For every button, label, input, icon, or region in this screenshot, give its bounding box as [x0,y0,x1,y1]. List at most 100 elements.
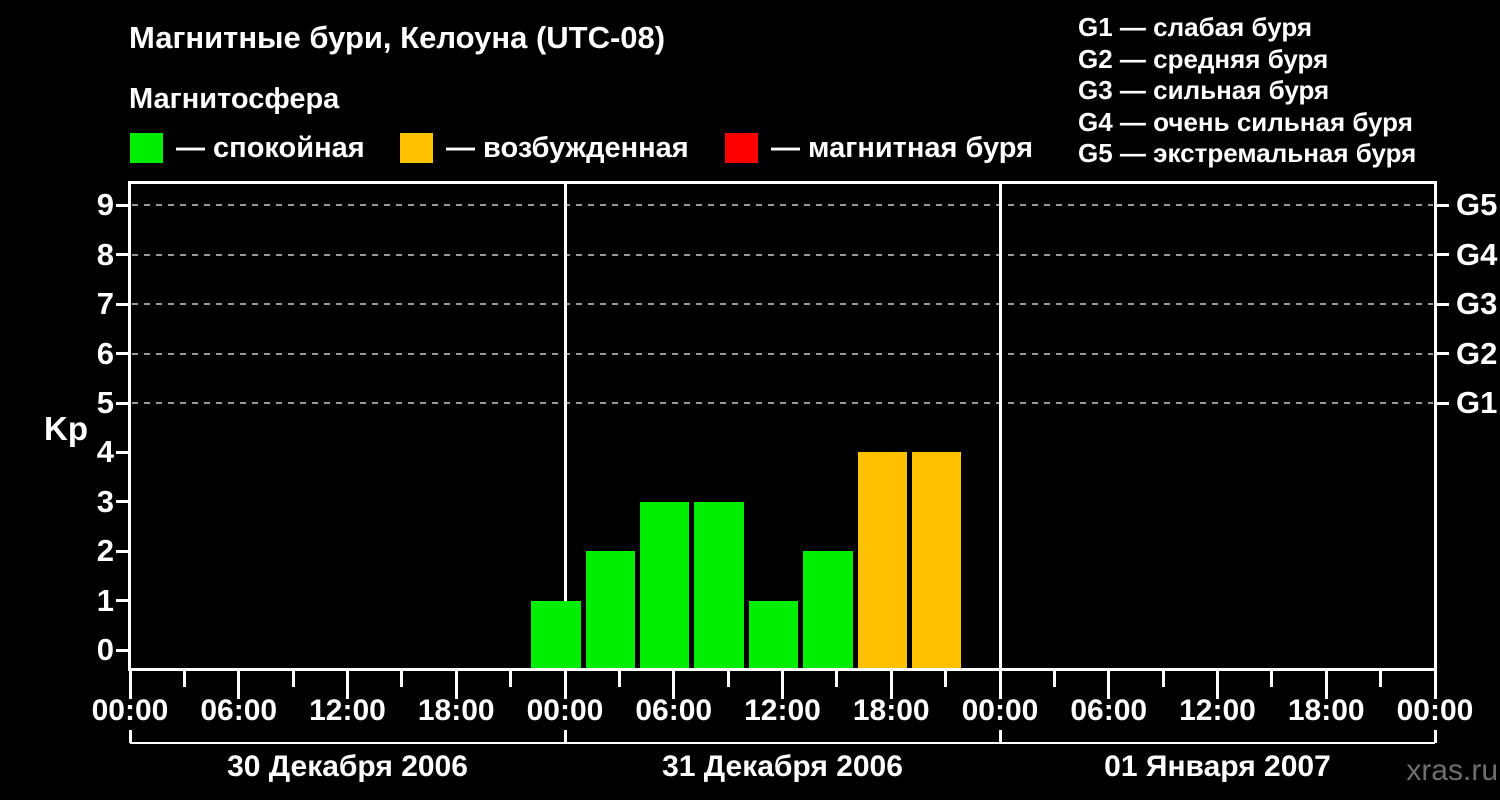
x-tick-label: 12:00 [309,694,386,727]
kp-bar [640,501,690,668]
x-tick-major [454,671,458,699]
g-legend-line-g3: G3 — сильная буря [1078,75,1330,105]
x-tick-major [1107,671,1111,699]
day-boundary-line [998,184,1002,668]
y-tick [116,500,128,504]
g-tick [1437,352,1449,356]
x-tick-label: 00:00 [526,694,604,727]
storm-color-swatch [725,133,758,163]
quiet-color-swatch [130,133,163,163]
y-tick [116,648,128,652]
y-tick-label: 4 [96,434,114,470]
x-tick-label: 12:00 [1179,694,1256,727]
date-band-tick [1433,730,1437,743]
x-tick-major [1324,671,1328,699]
x-tick-major [1433,671,1437,699]
xras-watermark: xras.ru [1406,754,1498,787]
g-tick-label: G3 [1456,286,1498,322]
y-tick-label: 7 [96,286,114,322]
y-tick-label: 1 [96,582,114,618]
x-tick-label: 18:00 [852,694,930,727]
date-band-tick [998,730,1002,743]
x-tick-major [998,671,1002,699]
grid-line-kp7 [132,303,1433,306]
date-band-line [130,742,1435,744]
x-tick-minor [400,671,404,687]
x-tick-major [237,671,241,699]
y-tick [116,253,128,257]
g-tick-label: G4 [1456,236,1498,272]
x-tick-minor [1161,671,1165,687]
g-tick [1437,302,1449,306]
y-tick [116,549,128,553]
plot-border-top [128,181,1437,184]
x-tick-minor [617,671,621,687]
kp-bar [585,551,635,668]
y-tick [116,599,128,603]
x-tick-major [781,671,784,699]
y-tick [116,302,128,306]
y-tick [116,450,128,454]
y-tick-label: 6 [96,335,114,371]
x-tick-label: 18:00 [1287,694,1365,727]
x-tick-major [889,671,893,699]
x-axis-line [128,668,1437,671]
legend-label-excited: — возбужденная [446,132,689,164]
kp-bar [531,600,581,668]
plot-border-right [1434,181,1437,671]
plot-border-left [128,181,131,671]
y-tick-label: 8 [96,236,114,272]
y-tick-label: 5 [96,385,114,420]
g-tick-label: G2 [1456,335,1498,371]
g-tick-label: G1 [1456,385,1498,420]
x-tick-label: 00:00 [1396,694,1474,727]
g-tick-label: G5 [1456,187,1498,223]
date-label: 30 Декабря 2006 [227,750,468,783]
x-tick-label: 06:00 [635,694,713,727]
y-axis-title: Kp [44,410,88,447]
g-tick [1437,203,1449,207]
g-scale-legend: G1 — слабая буря G2 — средняя буря G3 — … [1078,12,1416,170]
x-tick-minor [1052,671,1056,687]
g-legend-line-g5: G5 — экстремальная буря [1078,138,1417,168]
grid-line-kp8 [132,253,1433,256]
g-tick [1437,253,1449,257]
x-tick-minor [182,671,186,687]
x-tick-label: 00:00 [961,694,1039,727]
kp-bar [857,452,907,668]
g-tick [1437,401,1449,405]
date-label: 01 Января 2007 [1104,750,1331,783]
y-tick [116,401,128,405]
x-tick-minor [1270,671,1274,687]
g-legend-line-g4: G4 — очень сильная буря [1078,106,1413,137]
y-tick [116,203,128,207]
y-tick-label: 3 [96,483,114,519]
page-title: Магнитные бури, Келоуна (UTC-08) [129,20,666,55]
y-tick-label: 0 [96,632,114,667]
x-tick-label: 18:00 [417,694,495,727]
x-tick-label: 12:00 [744,694,821,727]
x-tick-minor [944,671,948,687]
x-tick-major [346,671,349,699]
x-tick-major [672,671,676,699]
y-tick-label: 9 [96,187,114,223]
day-boundary-line [563,184,567,668]
kp-bar [803,551,853,668]
kp-bar [911,452,962,668]
date-label: 31 Декабря 2006 [662,750,903,783]
grid-line-kp5 [132,402,1433,404]
x-tick-major [128,671,132,699]
grid-line-kp9 [132,204,1433,207]
kp-bar [748,600,799,668]
kp-bar [694,501,744,668]
y-tick-label: 2 [96,533,114,569]
legend-label-quiet: — спокойная [176,132,365,164]
x-tick-major [1216,671,1219,699]
magnetosphere-subtitle: Магнитосфера [129,83,340,115]
x-tick-label: 06:00 [200,694,278,727]
excited-color-swatch [400,133,433,163]
x-tick-label: 06:00 [1070,694,1148,727]
x-tick-label: 00:00 [91,694,169,727]
x-tick-minor [726,671,730,687]
